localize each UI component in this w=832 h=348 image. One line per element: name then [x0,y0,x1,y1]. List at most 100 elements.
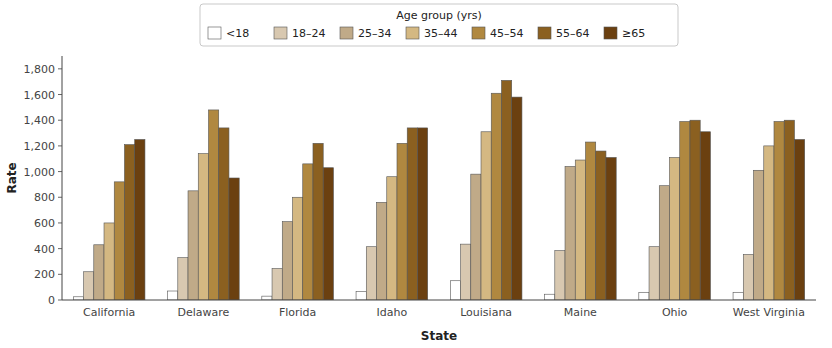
y-tick-label: 1,800 [24,63,56,76]
bar [178,258,188,300]
y-tick [58,94,62,95]
chart: 02004006008001,0001,2001,4001,6001,800Ca… [0,0,832,348]
legend-swatch [604,27,617,39]
legend-label: 18–24 [292,27,326,40]
x-tick-label: Idaho [377,306,408,319]
bar [104,223,114,300]
bar [219,128,229,300]
legend-label: ≥65 [622,27,645,40]
bar [659,186,669,300]
bar [272,269,282,300]
bar [680,121,690,300]
bar [670,157,680,300]
y-tick [58,274,62,275]
bar [323,168,333,300]
y-tick [58,171,62,172]
y-tick-label: 600 [34,217,55,230]
bar [84,272,94,300]
y-tick [58,300,62,301]
bar [700,132,710,300]
bar [596,151,606,300]
bar [282,222,292,300]
bar [461,244,471,300]
legend-swatch [472,27,485,39]
legend-label: 55–64 [556,27,590,40]
bar [94,245,104,300]
x-tick-label: Florida [279,306,316,319]
x-tick-label: Delaware [177,306,229,319]
bar [649,247,659,300]
x-tick-label: Louisiana [460,306,512,319]
bar [262,296,272,300]
y-axis [62,56,63,300]
bar [397,143,407,300]
bar [555,251,565,300]
bar [565,166,575,300]
y-tick [58,197,62,198]
bar [356,292,366,300]
legend: Age group (yrs) <18 18–24 25–34 35–44 45–54 55… [200,4,678,46]
bar [450,281,460,300]
bar [471,174,481,300]
y-tick-label: 1,000 [24,166,56,179]
legend-swatch [274,27,287,39]
bar [606,157,616,300]
bar [114,182,124,300]
bar [754,170,764,300]
y-tick [58,145,62,146]
bar [135,139,145,300]
bar [188,191,198,300]
bar [743,254,753,300]
y-axis-label: Rate [5,162,19,193]
legend-label: <18 [226,27,249,40]
bar [293,197,303,300]
bar [585,142,595,300]
legend-title: Age group (yrs) [396,9,482,22]
bar [690,120,700,300]
bar [545,294,555,300]
bar [198,154,208,300]
bar [764,146,774,300]
bar [501,80,511,300]
y-tick-label: 1,600 [24,89,56,102]
bar [794,139,804,300]
bar [124,145,134,300]
y-tick [58,68,62,69]
x-tick-label: California [83,306,135,319]
bar [387,177,397,300]
x-tick-label: Ohio [662,306,688,319]
legend-swatch [406,27,419,39]
bar [229,178,239,300]
legend-label: 25–34 [358,27,392,40]
bar [377,202,387,300]
y-tick-label: 800 [34,191,55,204]
y-tick-label: 400 [34,243,55,256]
bar [575,160,585,300]
bar [313,143,323,300]
bar [774,121,784,300]
bar [481,132,491,300]
bars [73,80,804,300]
y-tick-label: 0 [48,294,55,307]
legend-swatch [340,27,353,39]
legend-swatch [538,27,551,39]
y-tick [58,120,62,121]
bar [784,120,794,300]
legend-swatch [208,27,221,39]
bar [168,291,178,300]
y-tick-label: 200 [34,268,55,281]
y-tick-label: 1,200 [24,140,56,153]
x-tick-label: West Virginia [733,306,805,319]
y-tick [58,248,62,249]
bar [303,164,313,300]
bar [366,247,376,300]
legend-label: 35–44 [424,27,458,40]
bar [417,128,427,300]
legend-frame [200,4,678,46]
x-tick-label: Maine [564,306,597,319]
bar [639,292,649,300]
x-axis-label: State [421,329,457,343]
bar [491,93,501,300]
legend-label: 45–54 [490,27,524,40]
bar [407,128,417,300]
